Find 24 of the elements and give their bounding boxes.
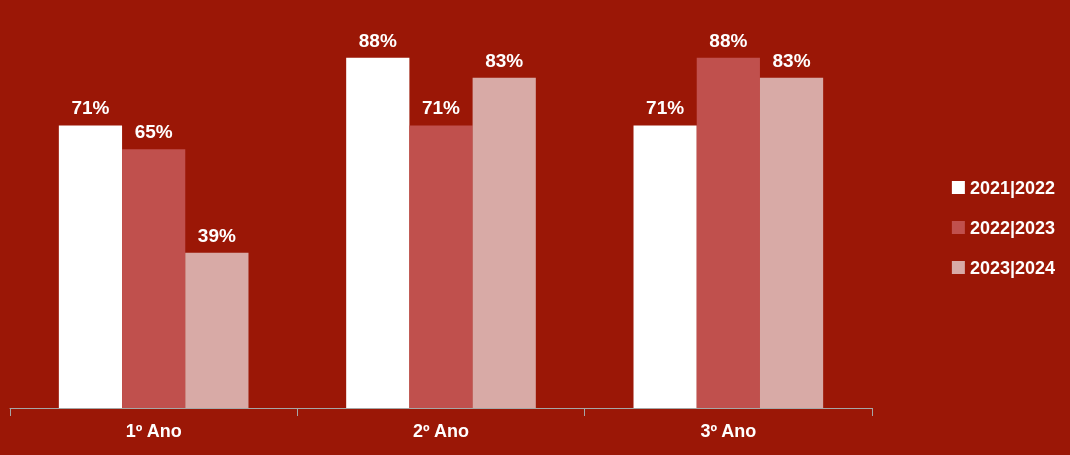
x-tick-label: 2º Ano (413, 421, 469, 441)
bar (696, 57, 760, 408)
legend-label: 2022|2023 (969, 217, 1055, 238)
bar (122, 149, 186, 408)
bar (472, 77, 536, 408)
data-label: 71% (421, 97, 461, 119)
data-label: 88% (709, 29, 748, 51)
data-label: 39% (197, 224, 236, 246)
legend-label: 2023|2024 (969, 257, 1055, 278)
bar (759, 77, 824, 408)
data-label: 71% (71, 97, 110, 119)
x-tick-label: 1º Ano (125, 421, 182, 441)
data-label: 83% (772, 49, 811, 71)
x-tick-label: 3º Ano (700, 421, 757, 441)
data-label: 65% (134, 121, 173, 143)
data-label: 83% (485, 49, 524, 71)
data-label: 71% (646, 97, 685, 119)
bar (409, 125, 473, 408)
legend-label: 2021|2022 (969, 177, 1055, 198)
bar (633, 125, 697, 408)
bar (346, 57, 410, 408)
bar (58, 125, 123, 408)
data-label: 88% (358, 29, 397, 51)
bar (185, 252, 249, 408)
